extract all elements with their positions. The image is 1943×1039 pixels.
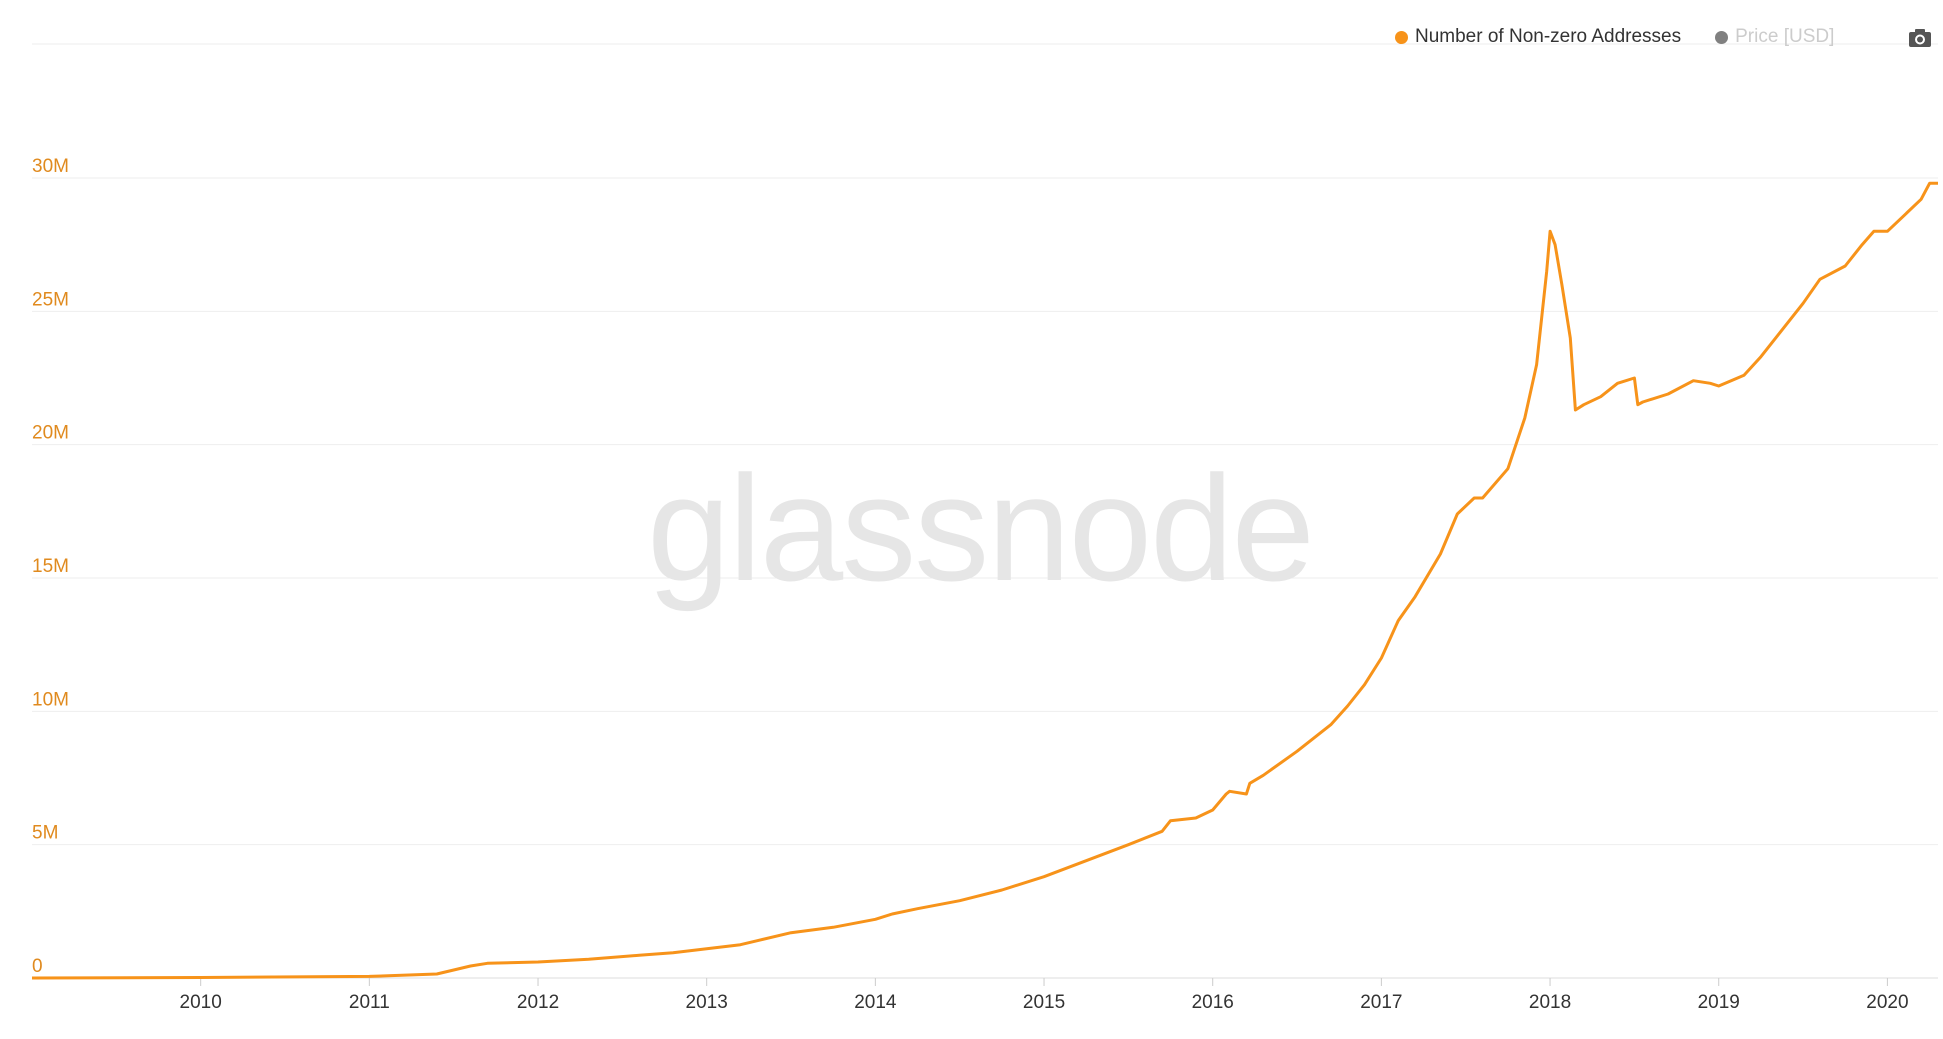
y-tick-label: 25M: [32, 289, 69, 310]
y-tick-label: 20M: [32, 423, 69, 444]
y-tick-label: 10M: [32, 689, 69, 710]
y-axis: 0 5M 10M 15M 20M 25M 30M: [32, 156, 69, 977]
x-tick-label: 2013: [686, 992, 728, 1013]
legend-item-addresses[interactable]: Number of Non-zero Addresses: [1395, 26, 1681, 48]
camera-icon-glyph: [1909, 29, 1931, 47]
legend-label-addresses: Number of Non-zero Addresses: [1415, 26, 1682, 47]
legend: Number of Non-zero Addresses Price [USD]: [1395, 26, 1868, 48]
series-line-addresses: [31, 181, 1938, 980]
legend-dot-price: [1715, 30, 1729, 44]
series-layer: [31, 181, 1938, 980]
y-tick-label: 5M: [32, 823, 58, 844]
x-tick-label: 2016: [1192, 992, 1234, 1013]
watermark-text: glassnode: [647, 444, 1313, 612]
x-tick-label: 2020: [1866, 992, 1908, 1013]
x-tick-label: 2015: [1023, 992, 1065, 1013]
legend-item-price[interactable]: Price [USD]: [1715, 26, 1834, 48]
x-tick-label: 2010: [180, 992, 222, 1013]
legend-dot-addresses: [1395, 30, 1408, 44]
y-tick-label: 15M: [32, 556, 69, 577]
x-axis: 2010 2011 2012 2013 2014 2015 2016 2017 2018 2019…: [180, 978, 1909, 1013]
x-tick-label: 2011: [349, 992, 390, 1013]
y-tick-label: 0: [32, 956, 43, 977]
x-tick-label: 2014: [854, 992, 897, 1013]
x-tick-label: 2017: [1360, 992, 1402, 1013]
y-tick-label: 30M: [32, 156, 69, 177]
x-tick-label: 2018: [1529, 992, 1571, 1013]
x-tick-label: 2019: [1698, 992, 1740, 1013]
camera-icon[interactable]: [1908, 27, 1932, 49]
legend-label-price: Price [USD]: [1735, 26, 1835, 47]
x-tick-label: 2012: [517, 992, 559, 1013]
